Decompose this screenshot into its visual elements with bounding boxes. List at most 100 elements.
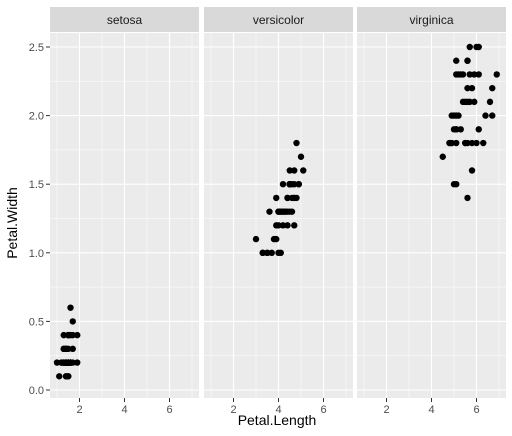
data-point <box>291 167 298 174</box>
data-point <box>286 181 293 188</box>
x-tick-label: 6 <box>320 404 326 416</box>
data-point <box>74 359 81 366</box>
y-axis: 0.0 0.5 1.0 1.5 2.0 2.5 <box>29 42 50 397</box>
data-point <box>67 304 74 311</box>
data-point <box>268 249 275 256</box>
data-point <box>486 98 494 106</box>
x-tick-label: 2 <box>76 404 82 416</box>
data-point <box>464 194 471 202</box>
facet-strip <box>204 7 353 32</box>
data-point <box>300 167 307 174</box>
data-point <box>480 139 487 147</box>
data-point <box>453 139 460 147</box>
data-point <box>493 71 500 78</box>
data-point <box>450 126 458 133</box>
facet-strip-label: versicolor <box>253 13 304 27</box>
data-point <box>291 222 298 229</box>
data-point <box>464 98 471 106</box>
data-point <box>455 71 462 78</box>
data-point <box>284 222 291 229</box>
data-point <box>482 112 489 119</box>
y-tick-label: 2.0 <box>29 111 44 123</box>
data-point <box>282 208 289 215</box>
facet-strip-label: virginica <box>409 13 453 27</box>
facet-virginica: virginica 2 4 6 <box>357 7 506 416</box>
data-point <box>252 235 260 243</box>
data-point <box>62 359 70 366</box>
data-point <box>291 181 298 188</box>
data-point <box>264 249 271 256</box>
data-point <box>475 71 482 78</box>
x-axis-title: Petal.Length <box>238 412 317 428</box>
data-point <box>74 331 81 339</box>
x-tick-label: 2 <box>230 404 236 416</box>
data-point <box>448 112 455 119</box>
y-tick-label: 1.5 <box>29 179 44 191</box>
data-point <box>295 181 302 188</box>
data-point <box>468 139 476 147</box>
data-point <box>293 194 300 202</box>
data-point <box>446 139 453 147</box>
data-point <box>284 194 291 202</box>
data-point <box>459 71 467 78</box>
data-point <box>473 139 480 147</box>
data-point <box>459 98 467 106</box>
data-point <box>62 373 70 380</box>
data-point <box>62 345 70 353</box>
facet-strip <box>50 7 199 32</box>
data-point <box>279 222 287 229</box>
data-point <box>471 98 478 106</box>
data-point <box>489 84 496 92</box>
facet-strip-label: setosa <box>107 13 143 27</box>
data-point <box>275 222 282 229</box>
facet-panels: setosa 2 4 6 versicolor 2 4 6 virginica 2 4 6 <box>50 7 506 416</box>
data-point <box>277 249 284 256</box>
x-tick-label: 4 <box>428 404 434 416</box>
data-point <box>297 153 305 160</box>
x-tick-label: 4 <box>121 404 127 416</box>
data-point <box>279 181 287 188</box>
data-point <box>273 194 280 202</box>
y-axis-title: Petal.Width <box>4 187 20 259</box>
data-point <box>266 208 273 215</box>
y-tick-label: 1.0 <box>29 248 44 260</box>
data-point <box>457 126 464 133</box>
data-point <box>468 167 476 174</box>
x-tick-label: 6 <box>473 404 479 416</box>
data-point <box>69 345 76 353</box>
data-point <box>455 112 462 119</box>
data-point <box>288 194 296 202</box>
data-point <box>453 181 460 188</box>
data-point <box>288 208 296 215</box>
data-point <box>489 112 496 119</box>
x-tick-label: 4 <box>275 404 281 416</box>
data-point <box>466 43 473 51</box>
data-point <box>56 373 63 380</box>
data-point <box>60 331 67 339</box>
facet-strip <box>357 7 506 32</box>
data-point <box>462 139 469 147</box>
data-point <box>464 84 471 92</box>
x-tick-label: 6 <box>166 404 172 416</box>
y-tick-label: 0.0 <box>29 385 44 397</box>
data-point <box>464 57 471 64</box>
data-point <box>475 126 482 133</box>
data-point <box>277 208 284 215</box>
data-point <box>286 167 293 174</box>
y-tick-label: 2.5 <box>29 42 44 54</box>
data-point <box>453 57 460 64</box>
data-point <box>468 84 476 92</box>
data-point <box>270 235 278 243</box>
data-point <box>259 249 266 256</box>
facet-versicolor: versicolor 2 4 6 <box>204 7 353 416</box>
data-point <box>65 331 72 339</box>
facet-setosa: setosa 2 4 6 <box>50 7 199 416</box>
y-tick-label: 0.5 <box>29 316 44 328</box>
data-point <box>471 71 478 78</box>
data-point <box>475 43 482 51</box>
data-point <box>69 318 76 325</box>
data-point <box>439 153 446 160</box>
data-point <box>53 359 61 366</box>
data-point <box>293 139 300 147</box>
